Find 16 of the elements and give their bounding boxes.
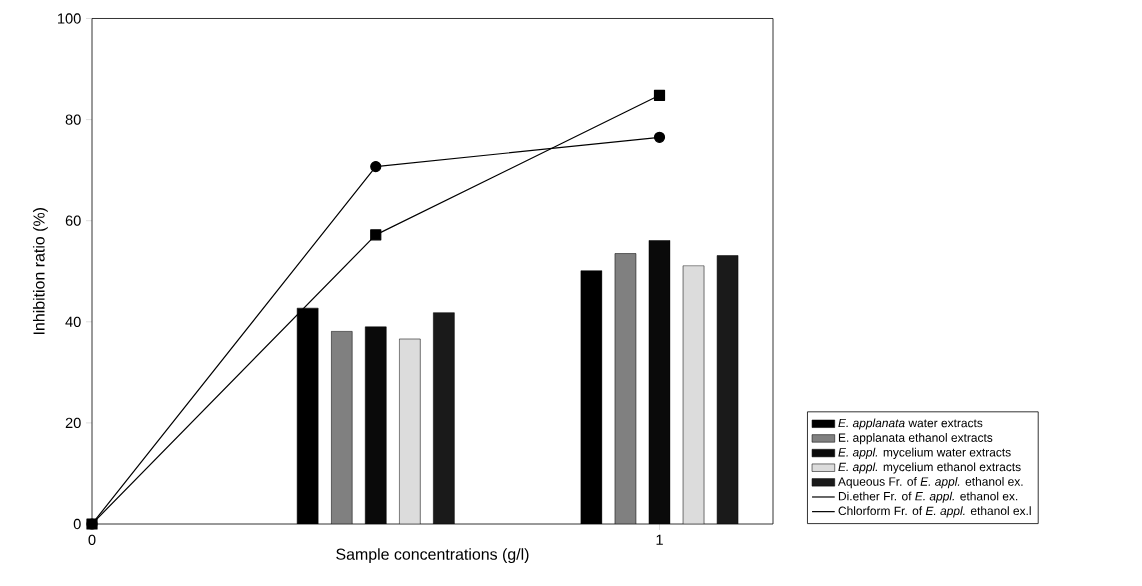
legend-label: E. appl. mycelium water extracts — [838, 447, 1011, 459]
y-tick-label: 100 — [58, 13, 81, 24]
x-tick-label: 1 — [656, 534, 663, 545]
x-axis-title: Sample concentrations (g/l) — [336, 548, 529, 564]
y-tick-label: 60 — [65, 215, 81, 226]
y-tick-label: 40 — [65, 316, 81, 327]
legend-label: E. applanata ethanol extracts — [838, 433, 993, 445]
y-tick-label: 80 — [65, 114, 81, 125]
legend-label: Di.ether Fr. of E. appl. ethanol ex. — [838, 491, 1018, 503]
y-tick-label: 0 — [73, 518, 81, 530]
legend-label: E. applanata water extracts — [838, 418, 983, 430]
legend-label: Chlorform Fr. of E. appl. ethanol ex.l — [838, 506, 1031, 518]
y-tick-label: 20 — [65, 417, 81, 429]
legend-label: E. appl. mycelium ethanol extracts — [838, 462, 1021, 474]
legend-label: Aqueous Fr. of E. appl. ethanol ex. — [837, 477, 1023, 489]
y-axis-title: Inhibition ratio (%) — [32, 208, 48, 334]
